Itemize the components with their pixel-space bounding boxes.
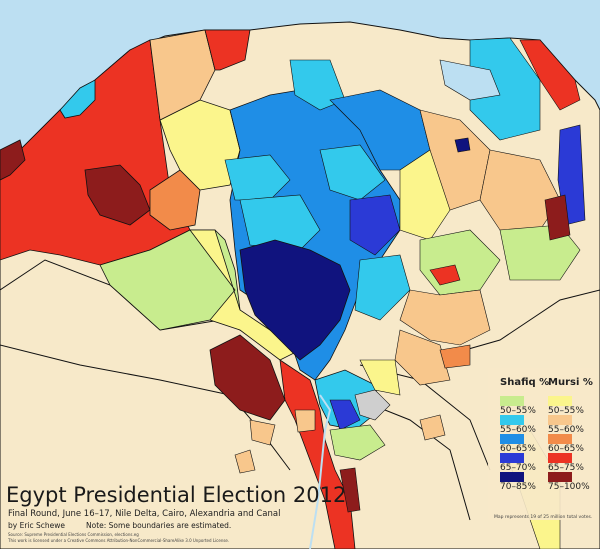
lake-manzala (439, 59, 501, 101)
region-delta-cyan-4 (354, 254, 411, 321)
legend-panel (488, 368, 596, 520)
author-credit: by Eric Schewe (8, 521, 65, 530)
region-west-darkred (84, 164, 151, 226)
boundary-note: Note: Some boundaries are estimated. (86, 521, 232, 530)
legend-mursi-header: Mursi % (548, 377, 593, 388)
region-delta-cyan-2 (319, 144, 386, 201)
region-delta-cyan-3 (289, 59, 346, 111)
region-south-peach-3 (294, 409, 316, 433)
region-canal-darkred (544, 194, 571, 241)
mursi-legend-swatch (548, 453, 572, 463)
mursi-legend-label: 75–100% (548, 482, 590, 492)
region-beheira-red-n (204, 29, 251, 71)
license-text: This work is licensed under a Creative C… (8, 538, 230, 543)
map-subtitle: Final Round, June 16–17, Nile Delta, Cai… (8, 509, 281, 519)
mursi-legend-swatch (548, 434, 572, 444)
region-navy-small (454, 137, 471, 153)
mursi-legend-label: 55–60% (548, 425, 584, 435)
region-south-green (329, 424, 386, 461)
region-canal-cyan (469, 37, 541, 141)
region-south-peach-2 (249, 419, 276, 446)
region-east-peach (399, 289, 491, 346)
region-giza-darkred (209, 334, 286, 421)
region-beheira-green (99, 229, 241, 331)
region-delta-royal (349, 194, 401, 256)
mursi-legend-label: 60–65% (548, 444, 584, 454)
mursi-legend-swatch (548, 415, 572, 425)
region-alex-coast (59, 79, 96, 119)
region-west-darkred-2 (0, 139, 26, 181)
vote-coverage-note: Map represents 19 of 25 million total vo… (494, 515, 593, 520)
region-delta-cyan-5 (239, 194, 321, 251)
shafiq-legend-label: 65–70% (500, 463, 536, 473)
shafiq-legend-label: 50–55% (500, 406, 536, 416)
region-west-yellow-strip (189, 229, 301, 361)
region-beheira-yellow (159, 99, 241, 191)
shafiq-legend-swatch (500, 453, 524, 463)
source-credit: Source: Supreme Presidential Elections C… (8, 532, 139, 537)
shafiq-legend-swatch (500, 396, 524, 406)
region-east-orange-2 (439, 344, 471, 369)
mursi-legend-swatch (548, 396, 572, 406)
region-cairo-royal (329, 399, 361, 431)
shafiq-legend-label: 70–85% (500, 482, 536, 492)
region-menoufia-navy (239, 239, 351, 361)
shafiq-legend-swatch (500, 434, 524, 444)
region-beheira-peach (149, 29, 216, 121)
shafiq-legend-swatch (500, 415, 524, 425)
legend-shafiq-header: Shafiq % (500, 377, 550, 388)
region-south-peach-4 (419, 414, 446, 441)
shafiq-legend-swatch (500, 472, 524, 482)
region-south-yellow (359, 359, 401, 396)
region-south-peach (394, 329, 451, 386)
shafiq-legend-label: 55–60% (500, 425, 536, 435)
mursi-legend-label: 65–75% (548, 463, 584, 473)
region-nile-south-darkred (339, 467, 361, 513)
shafiq-legend-label: 60–65% (500, 444, 536, 454)
region-east-red-1 (429, 264, 461, 286)
nile-river (309, 394, 332, 549)
region-cairo-gray (354, 389, 391, 421)
mursi-legend-swatch (548, 472, 572, 482)
map-title: Egypt Presidential Election 2012 (6, 483, 347, 507)
region-south-peach-5 (234, 449, 256, 474)
region-nile-red (279, 359, 356, 549)
region-east-yellow (399, 149, 451, 241)
region-delta-cyan-1 (224, 154, 291, 201)
mursi-legend-label: 50–55% (548, 406, 584, 416)
